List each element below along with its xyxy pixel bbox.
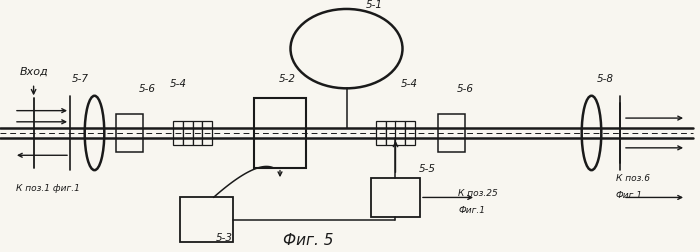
Bar — [405, 121, 414, 146]
Text: 5-4: 5-4 — [170, 79, 187, 89]
Text: Фиг. 5: Фиг. 5 — [283, 232, 333, 247]
Text: 5-3: 5-3 — [216, 232, 232, 242]
Bar — [438, 115, 465, 152]
Text: 5-8: 5-8 — [597, 74, 614, 84]
Text: 5-5: 5-5 — [419, 163, 435, 173]
Text: 5-7: 5-7 — [72, 74, 89, 84]
Bar — [395, 121, 405, 146]
Bar — [183, 121, 193, 146]
Bar — [193, 121, 202, 146]
Ellipse shape — [85, 96, 104, 171]
Bar — [116, 115, 143, 152]
Text: 5-6: 5-6 — [457, 84, 474, 94]
Text: 5-2: 5-2 — [279, 74, 295, 84]
Bar — [386, 121, 396, 146]
Ellipse shape — [582, 96, 601, 171]
Text: Вход: Вход — [19, 67, 48, 77]
Text: Фиг.1: Фиг.1 — [458, 206, 486, 214]
Bar — [181, 198, 232, 242]
Ellipse shape — [290, 10, 402, 89]
Text: 5-6: 5-6 — [139, 84, 155, 94]
Bar — [371, 178, 420, 217]
Text: Фиг.1: Фиг.1 — [616, 191, 643, 200]
Bar — [174, 121, 183, 146]
Text: К поз.25: К поз.25 — [458, 188, 498, 197]
Text: 5-4: 5-4 — [401, 79, 418, 89]
Bar — [377, 121, 386, 146]
Bar — [202, 121, 211, 146]
Text: К поз.1 фиг.1: К поз.1 фиг.1 — [15, 183, 80, 192]
Text: 5-1: 5-1 — [366, 0, 383, 10]
Bar — [254, 99, 307, 168]
Text: К поз.6: К поз.6 — [616, 173, 650, 182]
